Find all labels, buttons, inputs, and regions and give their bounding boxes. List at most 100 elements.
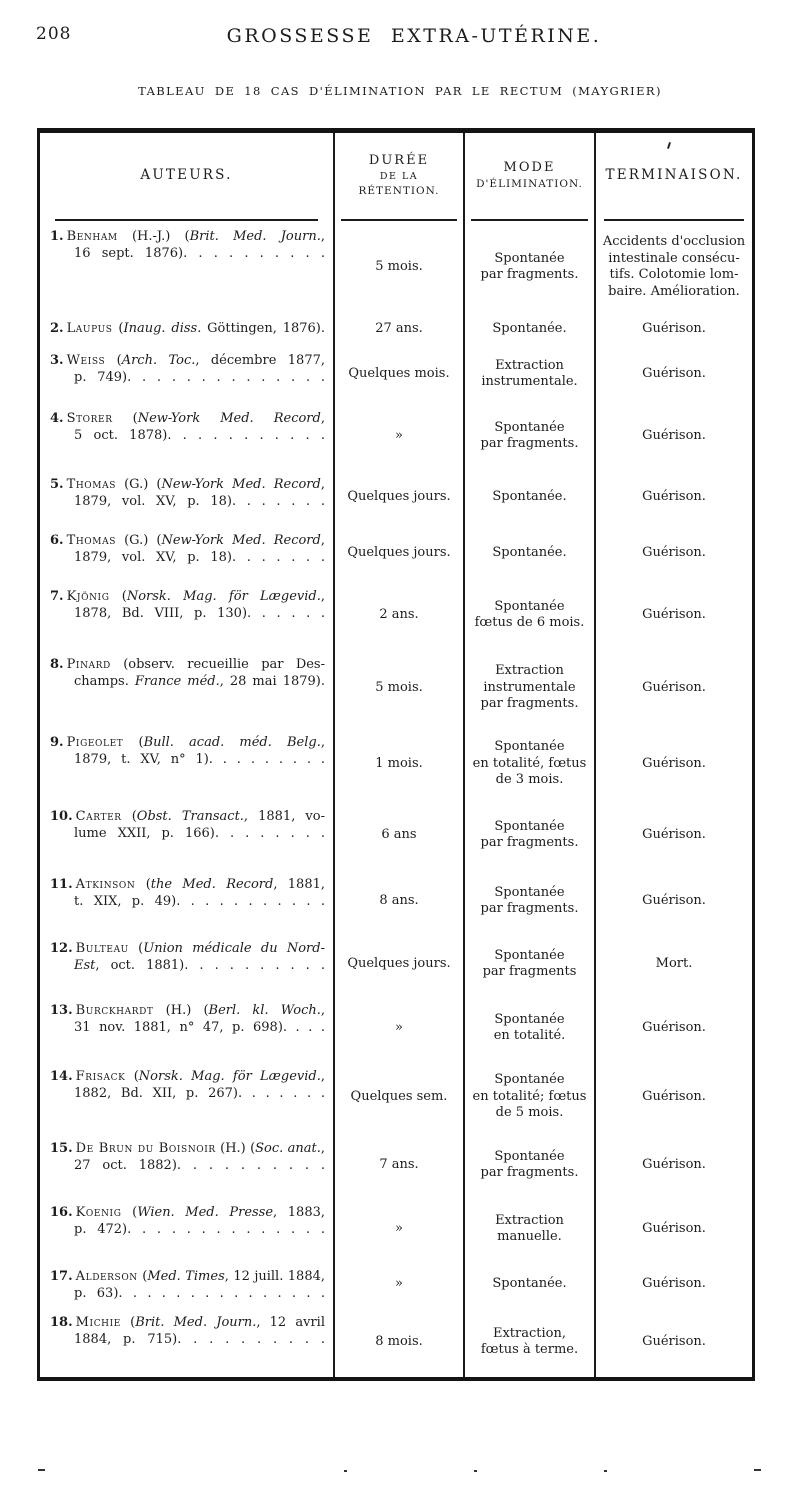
text-line: 5 oct. 1878). . . . . . . . . . . bbox=[74, 427, 325, 443]
outcome-cell: Guérison. bbox=[596, 1061, 752, 1133]
text-line: Guérison. bbox=[642, 1088, 706, 1104]
text-line: 1882, Bd. XII, p. 267). . . . . . . bbox=[74, 1085, 325, 1101]
outcome-cell: Guérison. bbox=[596, 869, 752, 933]
author-cell: 6. Thomas (G.) (New-York Med. Record, 1879… bbox=[40, 525, 335, 581]
table-row: 2. Laupus (Inaug. diss. Göttingen, 1876).… bbox=[40, 313, 752, 345]
journal-reference: Inaug. diss. bbox=[123, 321, 202, 336]
author-cell: 13. Burckhardt (H.) (Berl. kl. Woch., 31 n… bbox=[40, 995, 335, 1061]
duration-cell: Quelques sem. bbox=[335, 1061, 465, 1133]
outcome-cell: Guérison. bbox=[596, 995, 752, 1061]
outcome-cell: Guérison. bbox=[596, 1261, 752, 1307]
journal-reference: Wien. Med. Presse bbox=[137, 1205, 274, 1220]
mode-cell: Spontanée fœtus de 6 mois. bbox=[465, 581, 596, 649]
scan-speck bbox=[344, 1470, 347, 1472]
mode-cell: Spontanée. bbox=[465, 313, 596, 345]
text-line: fœtus de 6 mois. bbox=[474, 615, 585, 630]
author-name: Carter bbox=[75, 809, 122, 824]
text-line: par fragments. bbox=[480, 267, 579, 282]
table-row: 13. Burckhardt (H.) (Berl. kl. Woch., 31 n… bbox=[40, 995, 752, 1061]
table-header-row: AUTEURS. DURÉE DE LA RÉTENTION. MODE D'É… bbox=[40, 133, 752, 221]
table-row: 7. Kjönig (Norsk. Mag. för Lægevid., 1878,… bbox=[40, 581, 752, 649]
duration-cell: » bbox=[335, 1261, 465, 1307]
table-row: 15. De Brun du Boisnoir (H.) (Soc. anat.,… bbox=[40, 1133, 752, 1197]
text-line: Quelques sem. bbox=[350, 1088, 448, 1104]
text-line: Guérison. bbox=[642, 1275, 706, 1291]
text-line: Spontanée bbox=[494, 947, 565, 963]
text-line: Spontanée bbox=[494, 884, 565, 900]
header-duree-line1: DURÉE bbox=[368, 153, 430, 168]
outcome-cell: Guérison. bbox=[596, 801, 752, 869]
case-number: 14. bbox=[50, 1069, 73, 1084]
text-line: Spontanée. bbox=[492, 488, 567, 504]
text-line: Spontanée bbox=[494, 739, 565, 755]
case-number: 18. bbox=[50, 1315, 73, 1330]
author-name: Burckhardt bbox=[75, 1003, 154, 1018]
table-row: 16. Koenig (Wien. Med. Presse, 1883, p. 47… bbox=[40, 1197, 752, 1261]
scan-speck bbox=[38, 1469, 45, 1471]
text-line: 1878, Bd. VIII, p. 130). . . . . . bbox=[74, 605, 325, 621]
journal-reference: Brit. Med. Journ. bbox=[135, 1315, 257, 1330]
text-line: 2 ans. bbox=[379, 606, 419, 622]
text-line: 1884, p. 715). . . . . . . . . . bbox=[74, 1331, 325, 1347]
text-line: 6 ans bbox=[381, 826, 417, 842]
header-terminaison: TERMINAISON. bbox=[596, 133, 752, 221]
author-cell: 8. Pinard (observ. recueillie par Des-cha… bbox=[40, 649, 335, 727]
outcome-cell: Guérison. bbox=[596, 1197, 752, 1261]
text-line: 8 mois. bbox=[375, 1333, 423, 1349]
text-line: Quelques jours. bbox=[347, 955, 451, 971]
text-line: 1 mois. bbox=[375, 755, 423, 771]
outcome-cell: Mort. bbox=[596, 933, 752, 995]
text-line: 10. Carter (Obst. Transact., 1881, vo- bbox=[50, 809, 325, 824]
duration-cell: 8 ans. bbox=[335, 869, 465, 933]
table-row: 6. Thomas (G.) (New-York Med. Record, 1879… bbox=[40, 525, 752, 581]
table-caption: TABLEAU DE 18 CAS D'ÉLIMINATION PAR LE R… bbox=[138, 84, 662, 98]
outcome-cell: Guérison. bbox=[596, 313, 752, 345]
text-line: Quelques jours. bbox=[347, 544, 451, 560]
text-line: Mort. bbox=[655, 955, 693, 971]
text-line: t. XIX, p. 49). . . . . . . . . . . bbox=[74, 893, 325, 909]
duration-cell: Quelques jours. bbox=[335, 933, 465, 995]
text-line: 1879, t. XV, n° 1). . . . . . . . . bbox=[74, 751, 325, 767]
text-line: Spontanée bbox=[494, 1148, 565, 1164]
case-number: 6. bbox=[50, 533, 64, 548]
mode-cell: Spontanée en totalité. bbox=[465, 995, 596, 1061]
duration-cell: 5 mois. bbox=[335, 649, 465, 727]
mode-cell: Spontanée par fragments bbox=[465, 933, 596, 995]
page-number: 208 bbox=[36, 24, 72, 44]
text-line: Spontanée bbox=[494, 250, 565, 266]
outcome-cell: Guérison. bbox=[596, 649, 752, 727]
outcome-cell: Guérison. bbox=[596, 1307, 752, 1377]
text-line: 14. Frisack (Norsk. Mag. för Lægevid., bbox=[50, 1069, 325, 1084]
text-line: intestinale consécu- bbox=[608, 250, 740, 266]
text-line: Quelques jours. bbox=[347, 488, 451, 504]
text-line: 3. Weiss (Arch. Toc., décembre 1877, bbox=[50, 353, 325, 368]
outcome-cell: Accidents d'occlusion intestinale consécu… bbox=[596, 221, 752, 313]
author-cell: 3. Weiss (Arch. Toc., décembre 1877, p. 74… bbox=[40, 345, 335, 403]
text-line: champs. France méd., 28 mai 1879). bbox=[74, 673, 325, 689]
text-line: 8. Pinard (observ. recueillie par Des- bbox=[50, 657, 325, 672]
case-number: 17. bbox=[50, 1269, 73, 1284]
text-line: Quelques mois. bbox=[348, 365, 450, 381]
mode-cell: Extraction instrumentale. bbox=[465, 345, 596, 403]
table-row: 11. Atkinson (the Med. Record, 1881, t. XI… bbox=[40, 869, 752, 933]
table-row: 12. Bulteau (Union médicale du Nord- Est, … bbox=[40, 933, 752, 995]
author-name: Alderson bbox=[75, 1269, 138, 1284]
text-line: Guérison. bbox=[642, 1333, 706, 1349]
text-line: Extraction bbox=[495, 1212, 564, 1228]
case-number: 10. bbox=[50, 809, 73, 824]
text-line: par fragments. bbox=[480, 1165, 579, 1180]
outcome-cell: Guérison. bbox=[596, 525, 752, 581]
mode-cell: Spontanée par fragments. bbox=[465, 801, 596, 869]
text-line: 8 ans. bbox=[379, 892, 419, 908]
case-number: 8. bbox=[50, 657, 64, 672]
text-line: Spontanée. bbox=[492, 1275, 567, 1291]
author-cell: 2. Laupus (Inaug. diss. Göttingen, 1876). bbox=[40, 313, 335, 345]
text-line: 18. Michie (Brit. Med. Journ., 12 avril bbox=[50, 1315, 325, 1330]
case-number: 9. bbox=[50, 735, 64, 750]
duration-cell: » bbox=[335, 995, 465, 1061]
mode-cell: Spontanée par fragments. bbox=[465, 869, 596, 933]
case-number: 4. bbox=[50, 411, 64, 426]
duration-cell: 1 mois. bbox=[335, 727, 465, 801]
journal-reference: Norsk. Mag. för Lægevid. bbox=[126, 589, 321, 604]
running-title: GROSSESSE EXTRA-UTÉRINE. bbox=[226, 25, 602, 47]
